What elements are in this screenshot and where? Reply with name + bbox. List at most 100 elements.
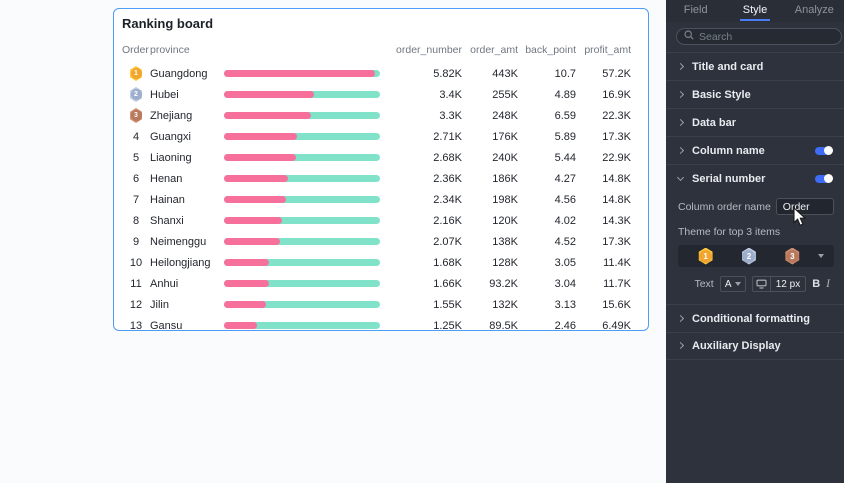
toggle-switch[interactable] [815, 145, 833, 155]
profit-amt-cell: 6.49K [602, 319, 631, 331]
bar-fill [224, 154, 296, 161]
order-cell: 10 [129, 256, 143, 269]
order-cell: 9 [132, 235, 140, 248]
section-serial-number[interactable]: Serial number [666, 164, 844, 192]
table-row: 13 Gansu 1.25K 89.5K 2.46 6.49K [122, 315, 631, 331]
italic-button[interactable]: I [826, 278, 830, 290]
profit-amt-cell: 14.8K [602, 193, 631, 206]
order-amt-cell: 240K [492, 151, 518, 164]
panel-bottom-sections: Conditional formatting Auxiliary Display [666, 304, 844, 360]
bar-track [224, 217, 380, 224]
back-point-cell: 3.04 [554, 277, 576, 290]
back-point-cell: 5.44 [554, 151, 576, 164]
back-point-cell: 4.89 [554, 88, 576, 101]
section-conditional-formatting[interactable]: Conditional formatting [666, 304, 844, 332]
silver-medal-icon: 2 [742, 247, 756, 265]
chevron-icon [676, 341, 685, 350]
back-point-cell: 10.7 [554, 67, 576, 80]
table-row: 7 Hainan 2.34K 198K 4.56 14.8K [122, 189, 631, 210]
section-title-and-card[interactable]: Title and card [666, 52, 844, 80]
display-icon[interactable] [753, 277, 771, 291]
profit-amt-cell: 17.3K [602, 130, 631, 143]
theme-medal-picker[interactable]: 1 2 3 [678, 245, 834, 267]
province-cell: Heilongjiang [150, 256, 211, 269]
bar-track [224, 322, 380, 329]
order-amt-cell: 443K [492, 67, 518, 80]
rank-medal-icon: 2 [130, 87, 142, 102]
font-size-value[interactable]: 12 px [775, 278, 801, 290]
profit-amt-cell: 17.3K [602, 235, 631, 248]
order-amt-cell: 248K [492, 109, 518, 122]
province-cell: Zhejiang [150, 109, 193, 122]
section-basic-style[interactable]: Basic Style [666, 80, 844, 108]
order-cell: 13 [129, 319, 143, 331]
order-number-cell: 3.4K [439, 88, 462, 101]
bold-button[interactable]: B [812, 278, 821, 290]
tab-field[interactable]: Field [683, 4, 708, 16]
bar-track [224, 112, 380, 119]
bar-track [224, 154, 380, 161]
back-point-cell: 4.52 [554, 235, 576, 248]
rank-medal-icon: 1 [130, 66, 142, 81]
header-back-point: back_point [525, 44, 576, 56]
province-cell: Shanxi [150, 214, 184, 227]
theme-top3-label: Theme for top 3 items [678, 226, 781, 238]
search-input[interactable] [699, 30, 834, 43]
bar-fill [224, 175, 288, 182]
font-color-dropdown[interactable]: A [719, 276, 746, 292]
profit-amt-cell: 22.3K [602, 109, 631, 122]
province-cell: Hubei [150, 88, 179, 101]
data-bar-cell [224, 301, 382, 308]
bar-track [224, 259, 380, 266]
bar-track [224, 238, 380, 245]
text-label: Text [694, 278, 714, 290]
table-row: 11 Anhui 1.66K 93.2K 3.04 11.7K [122, 273, 631, 294]
theme-option-gold[interactable]: 1 [684, 247, 727, 265]
data-bar-cell [224, 217, 382, 224]
bar-fill [224, 217, 282, 224]
order-amt-cell: 186K [492, 172, 518, 185]
order-number-cell: 2.71K [433, 130, 462, 143]
chevron-down-icon[interactable] [817, 254, 824, 258]
bar-fill [224, 70, 376, 77]
column-order-name-label: Column order name [678, 200, 771, 213]
chevron-icon [676, 118, 685, 126]
tab-style[interactable]: Style [725, 0, 784, 22]
order-number-cell: 2.16K [433, 214, 462, 227]
font-size-group[interactable]: 12 px [751, 276, 807, 292]
data-bar-cell [224, 196, 382, 203]
bar-fill [224, 133, 298, 140]
chevron-icon [676, 62, 685, 70]
bar-fill [224, 238, 281, 245]
back-point-cell: 6.59 [554, 109, 576, 122]
order-number-cell: 1.55K [433, 298, 462, 311]
bar-track [224, 91, 380, 98]
chevron-icon [676, 173, 685, 181]
data-bar-cell [224, 91, 382, 98]
section-column-name[interactable]: Column name [666, 136, 844, 164]
data-bar-cell [224, 70, 382, 77]
bar-fill [224, 196, 287, 203]
toggle-switch[interactable] [815, 173, 833, 183]
order-number-cell: 1.25K [433, 319, 462, 331]
theme-option-silver[interactable]: 2 [727, 247, 770, 265]
back-point-cell: 3.05 [554, 256, 576, 269]
chevron-icon [676, 146, 685, 154]
header-profit-amt: profit_amt [584, 44, 631, 56]
column-order-name-input[interactable] [775, 198, 834, 215]
section-auxiliary-display[interactable]: Auxiliary Display [666, 332, 844, 360]
order-amt-cell: 176K [492, 130, 518, 143]
theme-option-bronze[interactable]: 3 [771, 247, 814, 265]
ranking-board-card[interactable]: Ranking board Order province order_numbe… [113, 8, 649, 331]
table-row: 10 Heilongjiang 1.68K 128K 3.05 11.4K [122, 252, 631, 273]
section-data-bar[interactable]: Data bar [666, 108, 844, 136]
table-header-row: Order province order_number order_amt ba… [122, 42, 631, 58]
order-number-cell: 3.3K [439, 109, 462, 122]
style-panel: Field Style Analyze ⋮ Title and card Basic… [666, 0, 844, 483]
table-row: 2 Hubei 3.4K 255K 4.89 16.9K [122, 84, 631, 105]
header-order-amt: order_amt [470, 44, 518, 56]
order-cell: 8 [132, 214, 140, 227]
province-cell: Anhui [150, 277, 179, 290]
search-box[interactable] [676, 28, 842, 45]
tab-analyze[interactable]: Analyze [794, 4, 834, 16]
